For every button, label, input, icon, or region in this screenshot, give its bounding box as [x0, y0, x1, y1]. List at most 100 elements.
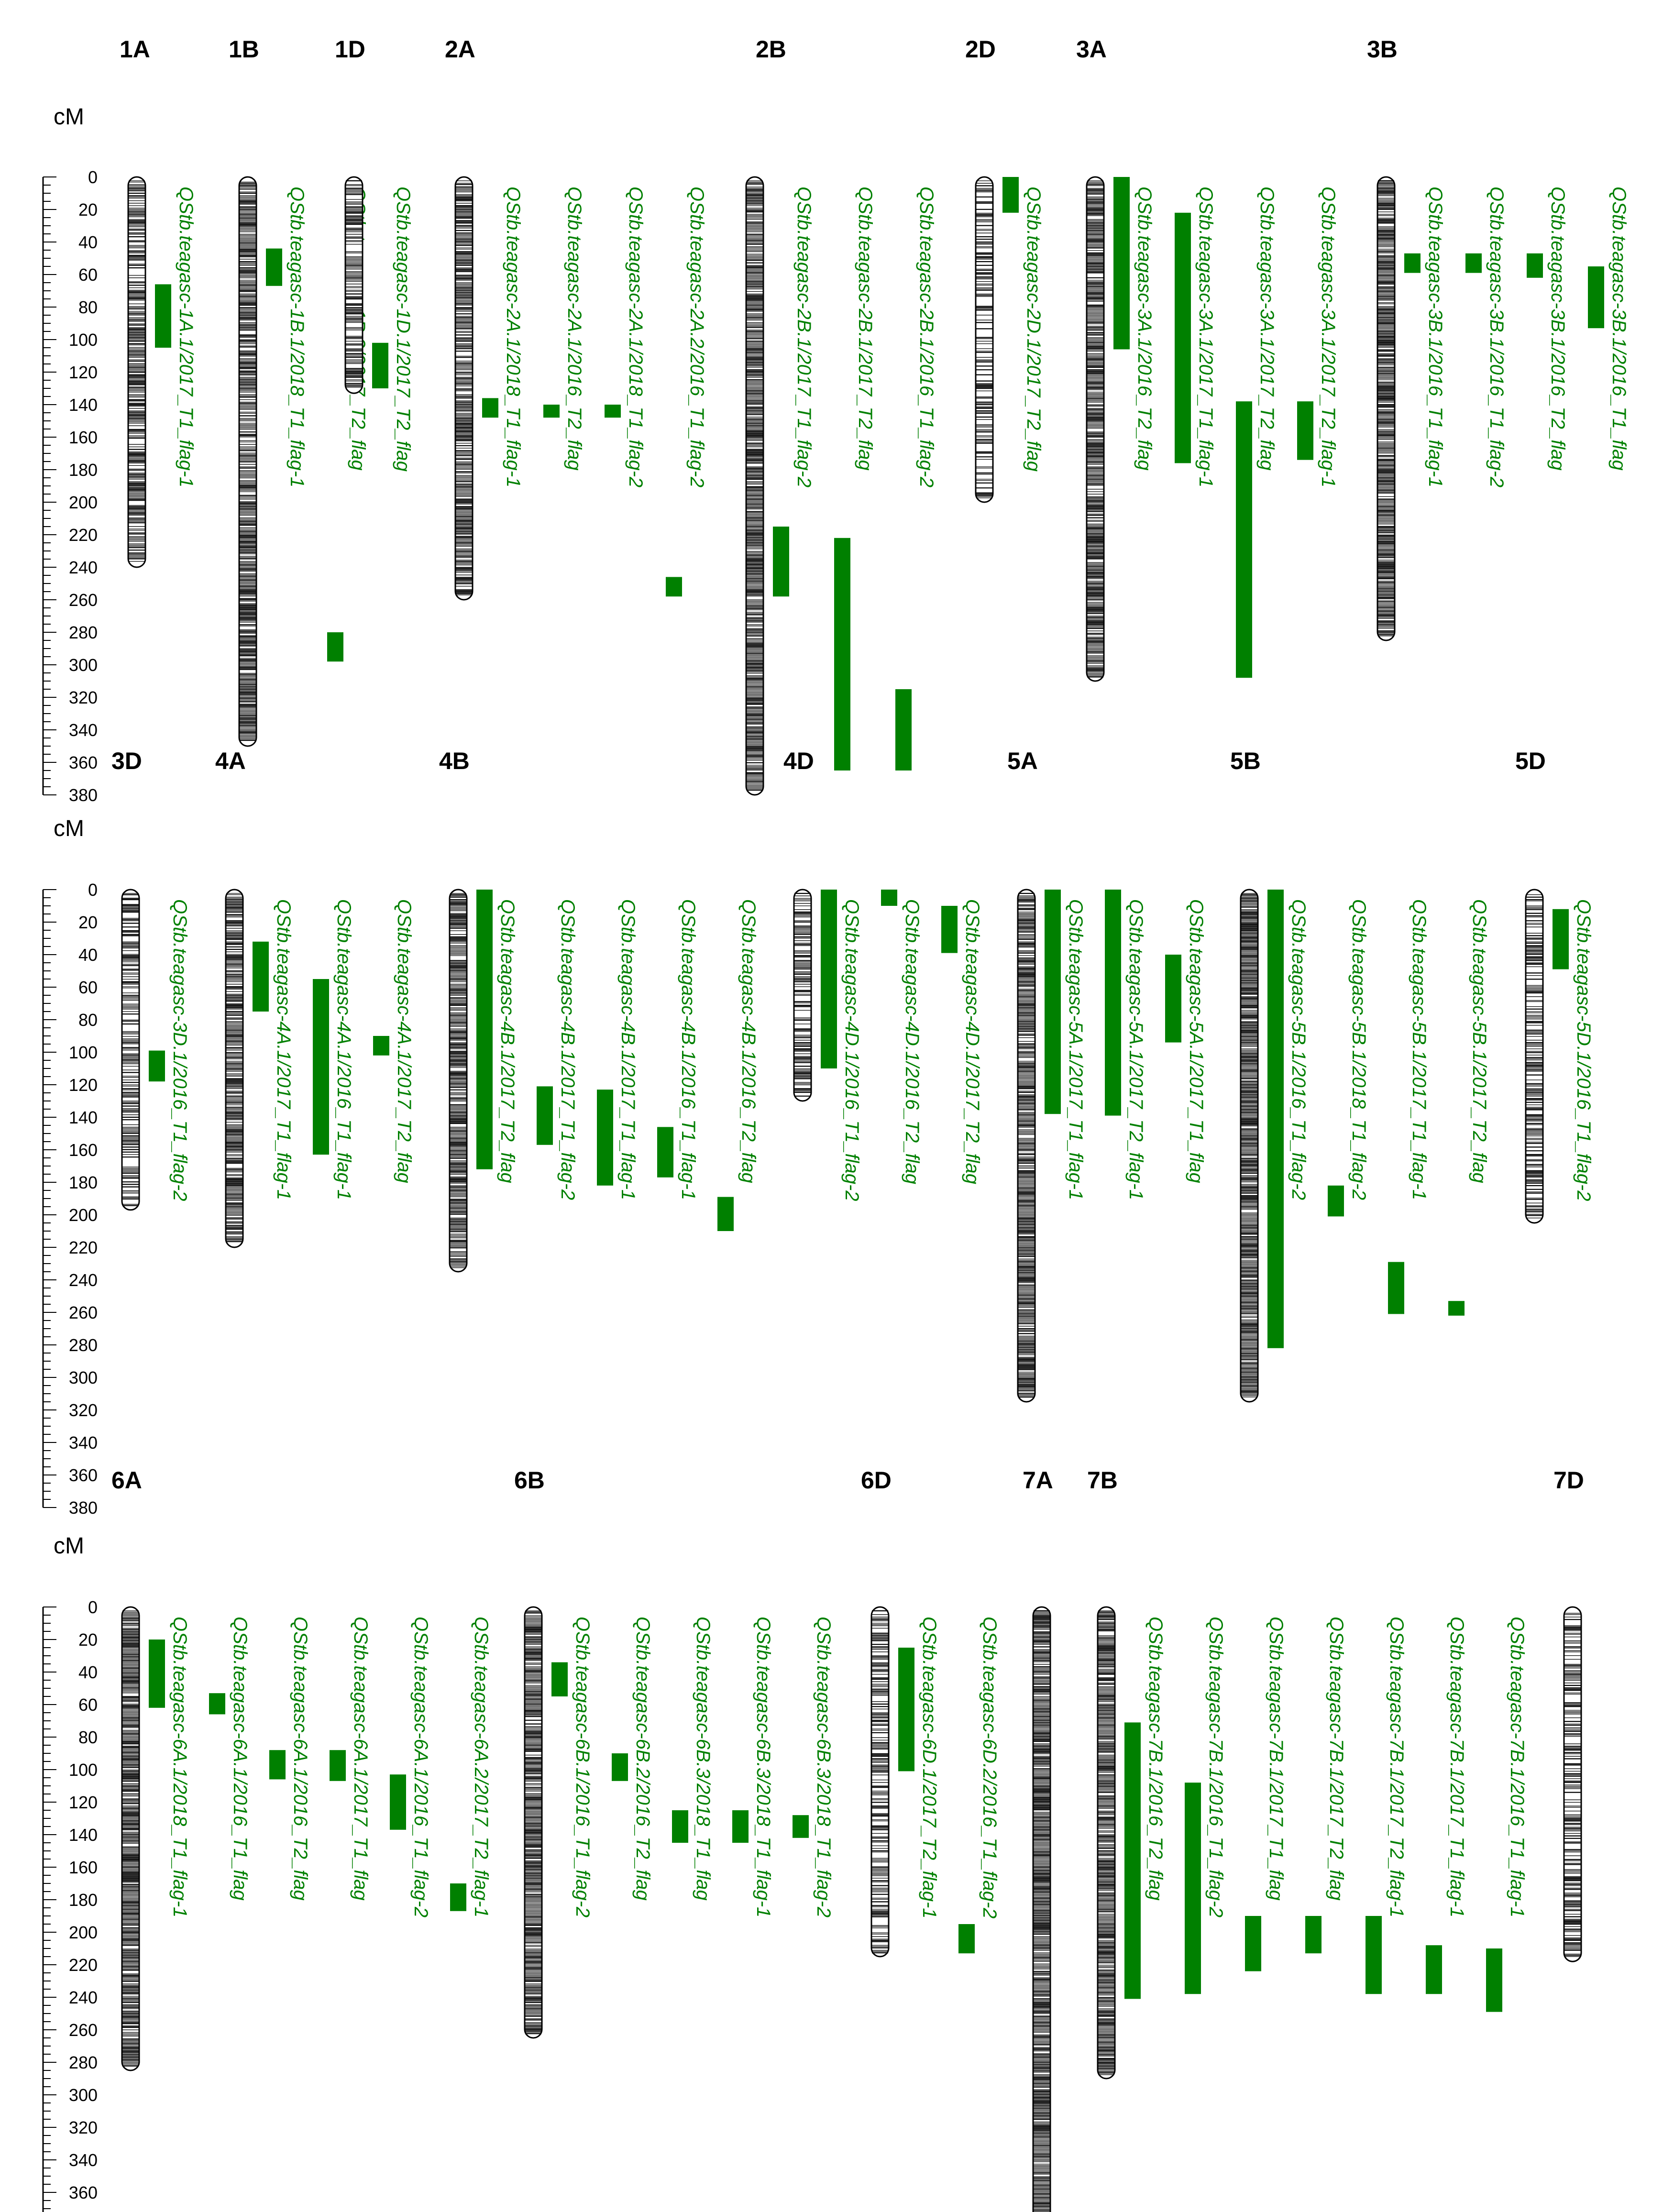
qtl-label: QStb.teagasc-2A.1/2018_T1_flag-1 [503, 187, 524, 487]
qtl-bar [450, 1883, 466, 1911]
qtl-bar [1328, 1185, 1344, 1217]
axis-tick-label: 180 [69, 1173, 98, 1192]
chromosome-name-5B: 5B [1230, 748, 1261, 774]
chromosome-2B [745, 176, 764, 796]
qtl-bar [941, 906, 958, 953]
axis-tick-label: 140 [69, 1825, 98, 1845]
qtl-label: QStb.teagasc-6A.2/2017_T2_flag-1 [471, 1617, 492, 1917]
qtl-bar [390, 1774, 406, 1830]
qtl-label: QStb.teagasc-3A.1/2017_T2_flag-1 [1318, 187, 1339, 487]
axis-tick-label: 380 [69, 785, 98, 805]
axis-tick-label: 220 [69, 1238, 98, 1257]
qtl-label: QStb.teagasc-6A.1/2016_T1_flag [230, 1617, 251, 1901]
axis-tick-label: 300 [69, 2085, 98, 2105]
qtl-bar [313, 979, 329, 1155]
qtl-label: QStb.teagasc-3A.1/2017_T2_flag [1256, 187, 1278, 471]
qtl-label: QStb.teagasc-4B.1/2017_T1_flag-1 [617, 899, 639, 1200]
qtl-bar [1002, 177, 1019, 213]
axis-tick-label: 100 [69, 1760, 98, 1780]
qtl-bar [1113, 177, 1130, 350]
qtl-label: QStb.teagasc-2A.1/2018_T1_flag-2 [625, 187, 646, 487]
qtl-label: QStb.teagasc-3B.1/2016_T2_flag [1547, 187, 1568, 471]
axis-tick-label: 40 [78, 232, 98, 252]
qtl-label: QStb.teagasc-4B.1/2016_T1_flag-1 [678, 899, 699, 1200]
qtl-bar [476, 890, 493, 1169]
axis-tick-label: 40 [78, 1662, 98, 1682]
chromosome-name-5A: 5A [1007, 748, 1038, 774]
qtl-bar [895, 689, 912, 770]
chromosome-name-4B: 4B [439, 748, 470, 774]
axis-tick-label: 380 [69, 1498, 98, 1518]
qtl-bar [773, 527, 789, 597]
qtl-bar [372, 342, 388, 388]
axis-tick-label: 80 [78, 1728, 98, 1747]
axis-tick-label: 300 [69, 1368, 98, 1387]
qtl-bar [881, 890, 897, 906]
qtl-bar [1588, 266, 1604, 329]
qtl-bar [253, 941, 269, 1012]
qtl-label: QStb.teagasc-4A.1/2016_T1_flag-1 [333, 899, 354, 1200]
qtl-label: QStb.teagasc-2B.1/2016_T1_flag-2 [916, 187, 937, 487]
qtl-label: QStb.teagasc-2A.1/2016_T2_flag [564, 187, 585, 471]
chromosome-name-1A: 1A [120, 36, 150, 63]
axis-tick-label: 320 [69, 2118, 98, 2137]
chromosome-name-5D: 5D [1515, 748, 1546, 774]
axis-tick-label: 240 [69, 1988, 98, 2007]
chromosome-name-3B: 3B [1367, 36, 1398, 63]
qtl-label: QStb.teagasc-1B.1/2018_T1_flag-1 [286, 187, 308, 487]
chromosome-3D [121, 889, 140, 1211]
chromosome-name-3A: 3A [1076, 36, 1107, 63]
qtl-label: QStb.teagasc-5B.1/2017_T2_flag [1469, 899, 1490, 1183]
qtl-bar [1236, 401, 1252, 678]
axis-tick-label: 220 [69, 1955, 98, 1975]
qtl-bar [1448, 1301, 1465, 1316]
qtl-label: QStb.teagasc-4A.1/2017_T1_flag-1 [273, 899, 294, 1200]
axis-tick-label: 320 [69, 688, 98, 707]
qtl-bar [834, 538, 850, 770]
axis-tick-label: 180 [69, 1890, 98, 1910]
axis-tick-label: 280 [69, 1335, 98, 1355]
axis-tick-label: 200 [69, 493, 98, 512]
qtl-bar [717, 1197, 734, 1231]
qtl-bar [1297, 401, 1313, 460]
qtl-label: QStb.teagasc-3A.1/2016_T2_flag [1134, 187, 1155, 471]
qtl-label: QStb.teagasc-4B.1/2017_T1_flag-2 [557, 899, 578, 1200]
qtl-label: QStb.teagasc-4D.1/2016_T1_flag-2 [841, 899, 862, 1201]
qtl-label: QStb.teagasc-4D.1/2016_T2_flag [902, 899, 923, 1184]
qtl-bar [266, 248, 282, 286]
qtl-bar [330, 1750, 346, 1781]
axis-tick-label: 100 [69, 330, 98, 350]
chromosome-name-3D: 3D [111, 748, 142, 774]
axis-tick-label: 140 [69, 395, 98, 415]
axis-tick-label: 340 [69, 1433, 98, 1453]
axis-tick-label: 0 [88, 1597, 98, 1617]
qtl-bar [657, 1127, 673, 1178]
axis-tick-label: 0 [88, 880, 98, 900]
qtl-label: QStb.teagasc-5A.1/2017_T2_flag-1 [1125, 899, 1146, 1200]
qtl-bar [155, 284, 171, 348]
chromosome-name-1D: 1D [335, 36, 365, 63]
axis-tick-label: 240 [69, 1270, 98, 1290]
qtl-bar [597, 1089, 613, 1186]
axis-tick-label: 340 [69, 2150, 98, 2170]
qtl-bar [1404, 253, 1421, 273]
axis-unit-label: cM [54, 1533, 84, 1559]
axis-tick-label: 120 [69, 1793, 98, 1812]
axis-tick-label: 60 [78, 265, 98, 285]
qtl-bar [373, 1036, 389, 1056]
axis-unit-label: cM [54, 104, 84, 130]
axis-tick-label: 120 [69, 363, 98, 382]
qtl-label: QStb.teagasc-2B.1/2017_T1_flag-2 [793, 187, 815, 487]
qtl-bar [1175, 212, 1191, 463]
qtl-label: QStb.teagasc-2A.2/2016_T1_flag-2 [686, 187, 707, 487]
axis-tick-label: 360 [69, 2183, 98, 2202]
qtl-label: QStb.teagasc-5A.1/2017_T1_flag [1186, 899, 1207, 1183]
chromosome-name-1B: 1B [229, 36, 259, 63]
axis-tick-label: 20 [78, 1630, 98, 1650]
axis-tick-label: 0 [88, 167, 98, 187]
axis-tick-label: 60 [78, 1695, 98, 1715]
qtl-bar [1267, 890, 1284, 1348]
qtl-label: QStb.teagasc-6A.1/2018_T1_flag-1 [169, 1617, 190, 1917]
qtl-label: QStb.teagasc-5B.1/2018_T1_flag-2 [1348, 899, 1369, 1200]
